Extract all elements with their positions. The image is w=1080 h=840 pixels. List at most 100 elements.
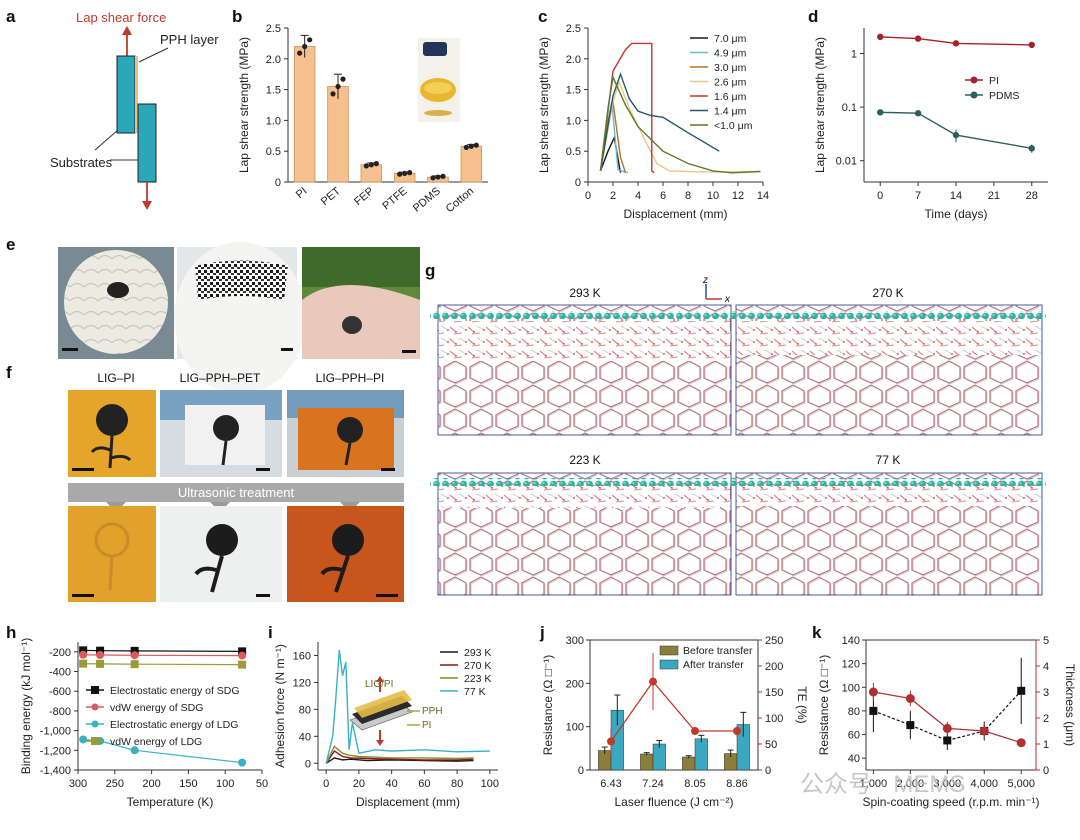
y-tick-label: 2.0 (266, 54, 281, 66)
y2-tick-label: 2 (1043, 713, 1049, 725)
y-tick-label: 300 (566, 635, 584, 647)
y-tick-label: 60 (848, 730, 860, 742)
panel-a-letter: a (6, 7, 16, 26)
pph-layer (135, 56, 138, 133)
panel-g: g 293 K 270 K 223 K 77 K z x (425, 261, 1046, 596)
data-point (979, 726, 989, 736)
y-tick-label: 1.0 (566, 115, 581, 127)
chart-c: c Lap shear strength (MPa) Displacement (m… (537, 7, 769, 221)
scale-bar (72, 468, 94, 471)
data-point (373, 161, 379, 167)
series-line (599, 42, 655, 174)
panel-letter: j (539, 623, 545, 642)
x-tick-label: 6.43 (600, 778, 621, 790)
treatment-banner (68, 483, 404, 502)
data-point (79, 646, 88, 655)
chart-b: b Lap shear strength (MPa) 0 0.5 1.0 1.5 2.0 2.… (232, 7, 488, 215)
data-point (340, 76, 346, 82)
scale-bar (376, 594, 398, 597)
md-graphene-223 (430, 478, 735, 486)
legend-label: PDMS (989, 90, 1019, 102)
y2-tick-label: 5 (1043, 635, 1049, 647)
y-axis-label: Adhesion force (N m⁻¹) (273, 644, 287, 768)
data-point (368, 162, 374, 168)
z-axis-label: z (702, 275, 708, 286)
x-tick-label: 4 (635, 190, 641, 202)
scale-bar (256, 594, 270, 597)
arrow-up-icon (122, 26, 132, 35)
bar (652, 743, 666, 771)
panel-f: f LIG–PI LIG–PPH–PET LIG–PPH–PI Ultrason… (6, 363, 404, 602)
bar (460, 145, 483, 183)
data-point (238, 660, 247, 669)
x-tick-label: 12 (732, 190, 744, 202)
data-point (914, 110, 922, 117)
md-graphene-270 (730, 311, 1046, 319)
x-axis-label: Temperature (K) (127, 795, 214, 809)
data-point (330, 91, 336, 97)
scale-bar (381, 468, 395, 471)
x-tick-label: 5,000 (1007, 778, 1035, 790)
data-point (302, 43, 308, 50)
rose-stem (90, 435, 132, 469)
legend-label: 1.4 μm (714, 106, 747, 118)
x-tick-label: 250 (106, 778, 124, 790)
y-tick-label: 120 (842, 659, 860, 671)
inset-pph-layer (354, 690, 412, 718)
data-point (297, 50, 303, 56)
x-tick-label: 6 (660, 190, 666, 202)
series-line (83, 654, 243, 657)
legend-marker (970, 91, 978, 99)
x-tick-label: 20 (353, 778, 365, 790)
y-tick-label: 1.0 (266, 115, 281, 127)
scale-bar (281, 348, 293, 351)
x-axis-label: Spin-coating speed (r.p.m. min⁻¹) (862, 795, 1039, 809)
legend-marker (91, 703, 99, 711)
scale-bar (402, 350, 416, 353)
y-tick-label: -1,000 (40, 726, 71, 738)
legend-label: <1.0 μm (714, 120, 753, 132)
data-point (307, 37, 313, 43)
flower-lig-pattern (107, 282, 129, 298)
data-point (869, 706, 878, 715)
y-tick-label: 140 (842, 635, 860, 647)
x-tick-label: 40 (386, 778, 398, 790)
x-tick-label: 7.24 (642, 778, 663, 790)
legend-label: 3.0 μm (714, 62, 747, 74)
arm-lig-pattern (342, 316, 362, 334)
chart-j: j Resistance (Ω □⁻¹) Laser fluence (J cm⁻²… (539, 623, 809, 809)
data-point (130, 651, 139, 660)
rose-icon (206, 524, 238, 556)
y2-tick-label: 150 (765, 687, 783, 699)
x-tick-label: 2,000 (897, 778, 925, 790)
f-label-lig-pph-pi: LIG–PPH–PI (316, 371, 385, 385)
bar (682, 756, 696, 771)
md-label-293: 293 K (569, 286, 600, 300)
substrate-pointer-1 (94, 129, 119, 151)
legend-marker (91, 720, 99, 728)
y-tick-label: 2.5 (566, 23, 581, 35)
md-label-270: 270 K (872, 286, 903, 300)
data-point (943, 736, 952, 745)
rose-stem (221, 440, 228, 466)
data-point (914, 35, 922, 42)
md-graphene-77 (730, 478, 1046, 486)
md-label-223: 223 K (569, 453, 600, 467)
x-tick-label: FEP (352, 185, 376, 208)
y-tick-label: 2.0 (566, 54, 581, 66)
data-point (130, 646, 139, 655)
data-point (96, 659, 105, 668)
legend-swatch (659, 659, 679, 670)
y-tick-label: 160 (293, 650, 311, 662)
y-tick-label: 0.1 (842, 102, 857, 114)
x-tick-label: 8 (685, 190, 691, 202)
md-water-77 (737, 486, 1041, 506)
legend-label: Before transfer (683, 645, 753, 657)
data-point (79, 659, 88, 668)
series-line (873, 690, 1022, 742)
data-point (397, 171, 403, 177)
data-point (96, 650, 105, 659)
x-tick-label: PTFE (380, 185, 409, 212)
data-point (363, 163, 369, 169)
x-tick-label: 60 (418, 778, 430, 790)
